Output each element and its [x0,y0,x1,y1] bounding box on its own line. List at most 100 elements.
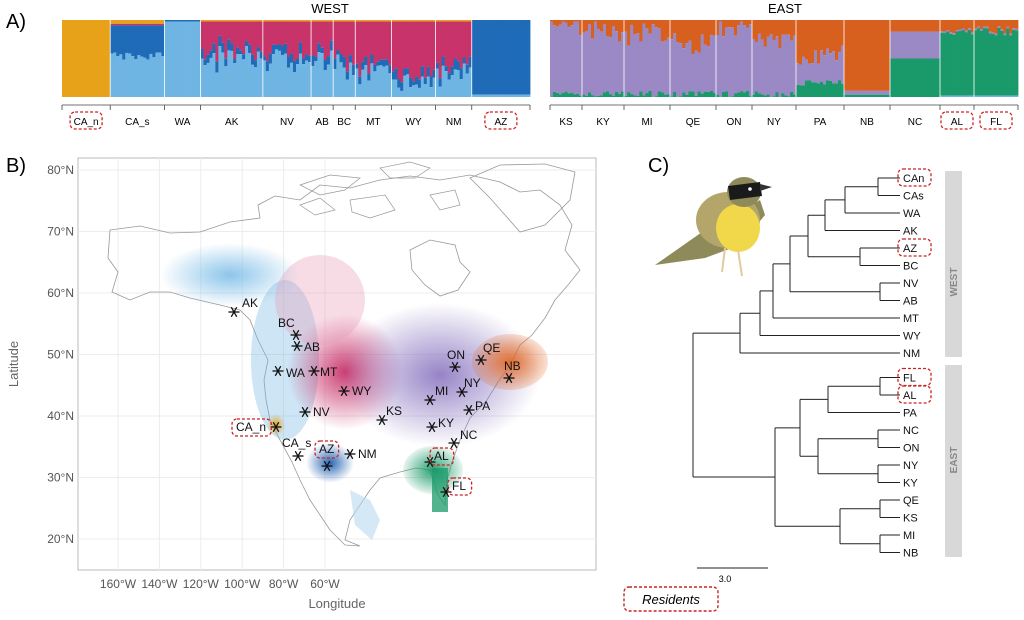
structure-bar-segment [893,20,896,32]
structure-bar-segment [487,95,490,97]
tree-west-label: WEST [949,268,960,297]
structure-bar-segment [209,58,212,97]
structure-bar-segment [314,61,318,97]
structure-bar-segment [624,20,627,32]
structure-bar-segment [527,95,530,97]
structure-bar-segment [62,20,65,97]
structure-bar-segment [618,94,621,97]
structure-bar-segment [152,20,155,24]
structure-bar-segment [784,95,787,97]
structure-bar-segment [333,20,337,22]
structure-bar-segment [1015,29,1018,31]
structure-bar-segment [436,69,439,97]
tree-tip-label: KY [903,478,918,490]
structure-bar-segment [661,93,664,97]
structure-bar-segment [826,20,829,49]
structure-bar-segment [884,20,887,91]
structure-bar-segment [502,20,505,95]
structure-bar-segment [155,25,158,52]
structure-bar-segment [946,32,949,96]
panel-a-label: A) [6,11,26,33]
site-label: NV [313,405,330,419]
structure-bar-segment [725,27,728,91]
structure-bar-segment [823,55,826,84]
structure-bar-segment [728,27,731,97]
structure-bar-segment [305,22,308,55]
structure-bar-segment [943,33,946,95]
site-label: PA [475,399,490,413]
structure-bar-segment [339,54,343,62]
structure-bar-segment [1000,29,1003,31]
structure-bar-segment [269,53,272,63]
structure-bar-segment [427,20,430,22]
structure-bar-segment [949,34,952,96]
structure-bar-segment [781,93,784,97]
structure-bar-segment [567,93,570,97]
structure-bar-segment [922,59,925,98]
lat-tick-label: 80°N [47,163,74,177]
structure-bar-segment [633,20,636,34]
structure-bar-segment [336,55,340,97]
structure-bar-segment [436,63,439,69]
structure-bar-segment [603,24,606,92]
structure-bar-segment [688,91,691,97]
structure-bar-segment [192,22,195,97]
structure-bar-segment [808,64,811,81]
structure-bar-segment [875,91,878,95]
structure-bar-segment [403,69,406,76]
structure-bar-segment [778,20,781,48]
structure-bar-segment [421,22,424,67]
structure-bar-segment [734,20,737,36]
structure-bar-segment [881,95,884,97]
structure-bar-segment [781,20,784,35]
structure-bar-segment [463,64,466,97]
structure-bar-segment [233,63,236,97]
structure-bar-segment [463,58,466,64]
structure-bar-segment [670,96,673,97]
structure-bar-segment [664,95,667,97]
structure-bar-segment [239,22,242,51]
structure-bar-segment [737,20,740,25]
structure-bar-segment [865,95,868,97]
structure-bar-segment [218,36,221,46]
structure-bar-segment [770,34,773,97]
structure-bar-segment [612,26,615,95]
structure-bar-segment [418,20,421,22]
structure-bar-segment [896,59,899,98]
structure-bar-segment [421,66,424,77]
structure-bar-segment [164,22,167,97]
structure-bar-segment [472,20,475,95]
structure-bar-segment [664,41,667,95]
structure-bar-segment [890,32,893,59]
structure-bar-segment [430,76,433,87]
structure-bar-segment [149,24,152,26]
structure-bar-segment [296,64,299,97]
structure-bar-segment [224,66,227,97]
structure-bar-segment [131,24,134,26]
structure-bar-segment [149,25,152,54]
structure-bar-segment [71,20,74,97]
tree-tip-label: NB [903,548,918,560]
structure-bar-segment [946,30,949,32]
structure-bar-segment [767,37,770,95]
structure-bar-segment [472,95,475,97]
structure-bar-segment [670,20,673,39]
pop-label: ON [727,117,742,128]
panel-c-label: C) [648,155,669,177]
structure-bar-segment [983,28,986,95]
structure-bar-segment [553,25,556,92]
structure-bar-segment [333,69,337,97]
structure-bar-segment [454,58,457,69]
structure-bar-segment [412,22,415,82]
structure-bar-segment [734,94,737,98]
structure-bar-segment [899,32,902,59]
structure-bar-segment [493,95,496,97]
structure-bar-segment [826,49,829,81]
structure-bar-segment [995,35,998,95]
tree-east-label: EAST [949,447,960,474]
structure-bar-segment [119,20,122,24]
structure-bar-segment [364,22,367,57]
structure-bar-segment [775,36,778,92]
structure-bar-segment [773,20,776,40]
structure-bar-segment [823,84,826,97]
